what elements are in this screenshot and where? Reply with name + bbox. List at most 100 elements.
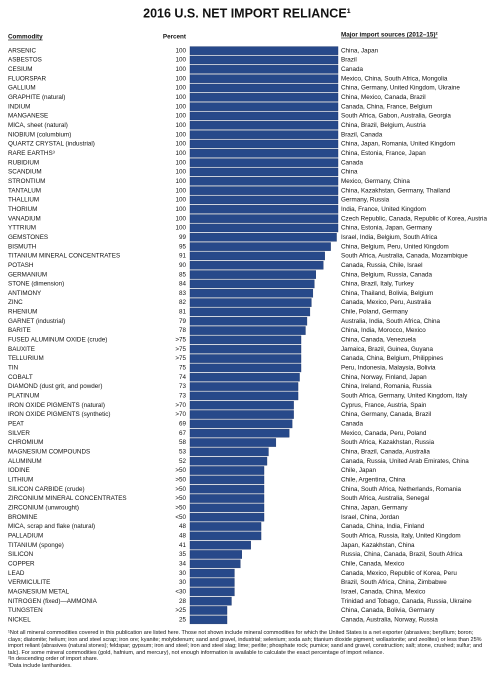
import-sources: South Africa, Australia, Senegal xyxy=(341,495,429,502)
value-label: 100 xyxy=(175,75,186,82)
import-sources: Brazil, South Africa, China, Zimbabwe xyxy=(341,579,447,586)
import-sources: Chile, Canada, Mexico xyxy=(341,560,405,567)
category-label: ALUMINUM xyxy=(8,458,42,465)
import-sources: China, Kazakhstan, Germany, Thailand xyxy=(341,187,451,194)
category-label: NICKEL xyxy=(8,616,31,623)
import-sources: Mexico, China, South Africa, Mongolia xyxy=(341,75,448,82)
category-label: GARNET (industrial) xyxy=(8,318,65,325)
category-label: TANTALUM xyxy=(8,187,41,194)
import-sources: Czech Republic, Canada, Republic of Kore… xyxy=(341,215,487,222)
category-label: QUARTZ CRYSTAL (industrial) xyxy=(8,141,95,148)
value-label: 100 xyxy=(175,94,186,101)
chart-title: 2016 U.S. NET IMPORT RELIANCE¹ xyxy=(143,6,351,20)
category-label: GRAPHITE (natural) xyxy=(8,94,65,101)
value-label: <50 xyxy=(175,514,186,521)
bar xyxy=(189,205,339,214)
category-label: PALLADIUM xyxy=(8,532,43,539)
import-sources: Mexico, Germany, China xyxy=(341,178,410,185)
import-sources: South Africa, Australia, Canada, Mozambi… xyxy=(341,253,468,260)
import-sources: India, France, United Kingdom xyxy=(341,206,426,213)
value-label: <30 xyxy=(175,588,186,595)
chart: 2016 U.S. NET IMPORT RELIANCE¹ Commodity… xyxy=(8,6,487,625)
import-sources: Canada, Australia, Norway, Russia xyxy=(341,616,438,623)
category-label: MAGNESIUM COMPOUNDS xyxy=(8,449,90,456)
bar xyxy=(189,65,339,74)
category-label: RARE EARTHS³ xyxy=(8,150,55,157)
value-label: 48 xyxy=(179,523,187,530)
bar xyxy=(189,372,300,382)
category-label: POTASH xyxy=(8,262,34,269)
category-label: ZIRCONIUM (unwrought) xyxy=(8,505,79,512)
import-sources: China, Brazil, Canada, Australia xyxy=(341,449,430,456)
column-header: Percent xyxy=(163,34,187,41)
bar xyxy=(189,270,317,279)
import-sources: China, Belgium, Russia, Canada xyxy=(341,271,433,278)
import-sources: Israel, India, Belgium, South Africa xyxy=(341,234,438,241)
bar xyxy=(189,568,235,578)
value-label: 100 xyxy=(175,225,186,232)
bar xyxy=(189,195,339,205)
import-sources: Canada xyxy=(341,421,364,428)
category-label: MICA, sheet (natural) xyxy=(8,122,68,129)
bar xyxy=(189,232,337,242)
value-label: 53 xyxy=(179,449,187,456)
value-label: 67 xyxy=(179,430,187,437)
value-label: 99 xyxy=(179,234,187,241)
category-label: THORIUM xyxy=(8,206,37,213)
value-label: >75 xyxy=(175,355,186,362)
value-label: >25 xyxy=(175,607,186,614)
value-label: >70 xyxy=(175,402,186,409)
bar xyxy=(189,279,315,289)
import-sources: Brazil, Canada xyxy=(341,131,383,138)
category-label: PEAT xyxy=(8,421,24,428)
category-label: GERMANIUM xyxy=(8,271,47,278)
category-label: TITANIUM MINERAL CONCENTRATES xyxy=(8,253,120,260)
category-label: THALLIUM xyxy=(8,197,39,204)
category-label: LITHIUM xyxy=(8,477,33,484)
value-label: 100 xyxy=(175,113,186,120)
category-label: PLATINUM xyxy=(8,393,39,400)
import-sources: China, Canada, Bolivia, Germany xyxy=(341,607,435,614)
column-header: Major import sources (2012–15)² xyxy=(341,32,438,39)
bar xyxy=(189,615,228,625)
category-label: STONE (dimension) xyxy=(8,281,64,288)
bar xyxy=(189,428,290,438)
category-label: SCANDIUM xyxy=(8,169,42,176)
bar xyxy=(189,419,293,429)
value-label: 25 xyxy=(179,616,187,623)
bar xyxy=(189,494,265,503)
import-sources: Chile, Poland, Germany xyxy=(341,309,409,316)
import-sources: China, Estonia, France, Japan xyxy=(341,150,426,157)
import-sources: South Africa, Germany, United Kingdom, I… xyxy=(341,393,468,400)
import-sources: Canada, Mexico, Republic of Korea, Peru xyxy=(341,570,457,577)
import-sources: China, Brazil, Italy, Turkey xyxy=(341,281,415,288)
import-sources: Canada, China, India, Finland xyxy=(341,523,425,530)
value-label: 41 xyxy=(179,542,187,549)
category-label: NIOBIUM (columbium) xyxy=(8,131,71,138)
import-sources: Canada xyxy=(341,66,364,73)
bar xyxy=(189,93,339,102)
bar xyxy=(189,540,251,550)
category-label: GEMSTONES xyxy=(8,234,48,241)
value-label: 100 xyxy=(175,141,186,148)
category-label: VERMICULITE xyxy=(8,579,50,586)
value-label: 28 xyxy=(179,598,187,605)
bar xyxy=(189,242,331,251)
value-label: >50 xyxy=(175,467,186,474)
footnote: ³Data include lanthanides. xyxy=(8,662,72,669)
category-label: TIN xyxy=(8,365,19,372)
category-label: RUBIDIUM xyxy=(8,159,39,166)
bar xyxy=(189,382,299,391)
import-sources: Israel, China, Jordan xyxy=(341,514,400,521)
bar xyxy=(189,55,339,65)
category-label: COBALT xyxy=(8,374,33,381)
category-label: SILICON CARBIDE (crude) xyxy=(8,486,85,493)
bar xyxy=(189,111,339,121)
category-label: TITANIUM (sponge) xyxy=(8,542,64,549)
category-label: BARITE xyxy=(8,327,31,334)
value-label: 100 xyxy=(175,103,186,110)
value-label: >50 xyxy=(175,495,186,502)
bar xyxy=(189,578,235,587)
value-label: 100 xyxy=(175,178,186,185)
bar xyxy=(189,158,339,167)
